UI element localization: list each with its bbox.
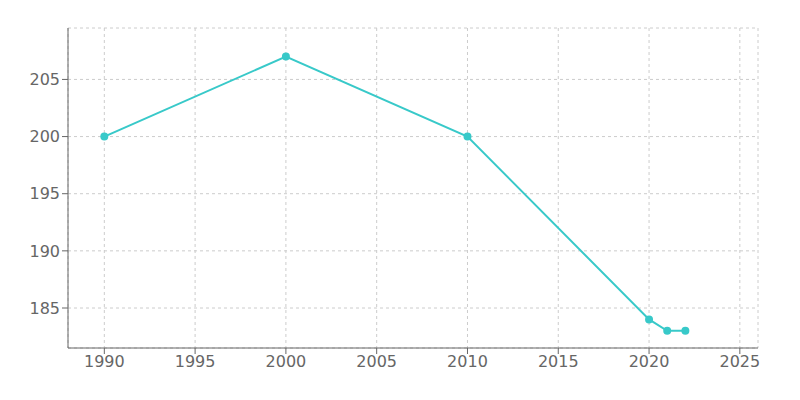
svg-text:2025: 2025: [719, 352, 760, 371]
svg-text:2005: 2005: [356, 352, 397, 371]
svg-text:1990: 1990: [84, 352, 125, 371]
svg-text:195: 195: [29, 184, 60, 203]
svg-text:205: 205: [29, 70, 60, 89]
svg-text:200: 200: [29, 127, 60, 146]
svg-text:2010: 2010: [447, 352, 488, 371]
svg-text:1995: 1995: [175, 352, 216, 371]
svg-text:2020: 2020: [629, 352, 670, 371]
svg-text:190: 190: [29, 242, 60, 261]
svg-text:2015: 2015: [538, 352, 579, 371]
svg-text:185: 185: [29, 299, 60, 318]
svg-text:2000: 2000: [266, 352, 307, 371]
